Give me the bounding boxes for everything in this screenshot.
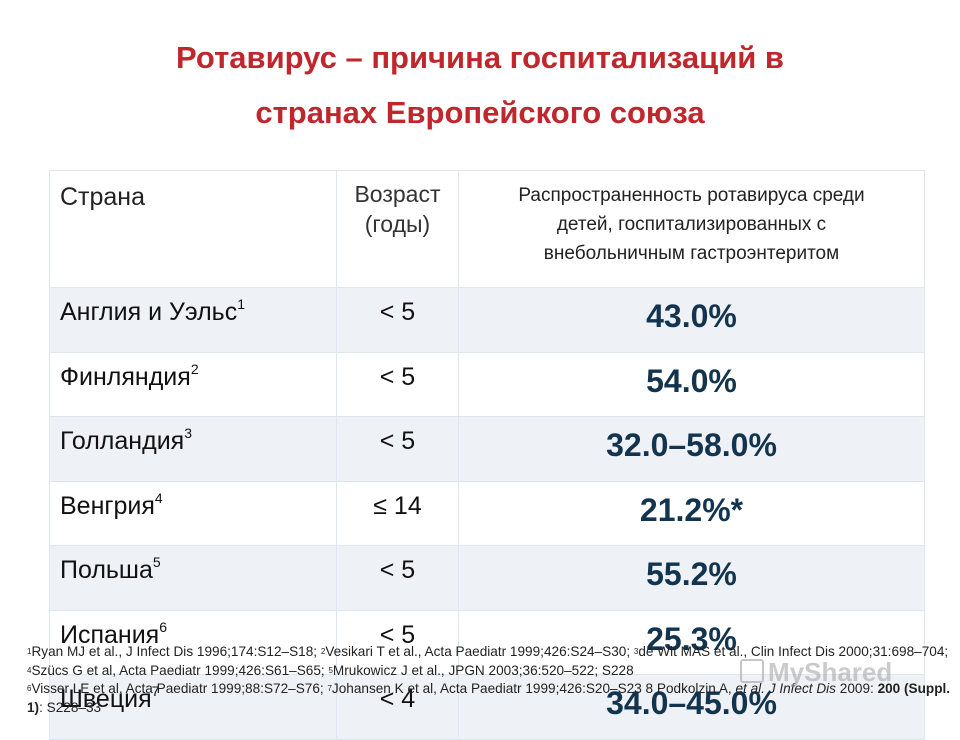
country-name: Испания (60, 620, 160, 649)
table-row: Венгрия4 ≤ 14 21.2%* (49, 480, 925, 546)
reference-8-volume: 200 (Suppl. 1) (27, 681, 951, 715)
header-age-line-1: Возраст (354, 181, 441, 207)
watermark-logo-icon (740, 659, 764, 683)
row-prevalence: 54.0% (458, 351, 925, 417)
reference-number: 6 (159, 618, 168, 635)
header-prevalence-line-2: детей, госпитализированных с (556, 214, 827, 235)
reference-6: Visser LE et al, Acta Paediatr 1999;88:S… (31, 681, 328, 696)
ref-number: 7 (327, 684, 332, 693)
title-line-2: странах Европейского союза (255, 95, 705, 130)
row-prevalence: 55.2% (458, 545, 925, 611)
header-prevalence-line-1: Распространенность ротавируса среди (518, 185, 865, 206)
reference-number: 2 (190, 360, 199, 377)
reference-number: 4 (154, 489, 163, 506)
ref-number: 6 (27, 684, 32, 693)
reference-4: Szücs G et al, Acta Paediatr 1999;426:S6… (31, 662, 329, 678)
reference-2: Vesikari T et al., Acta Paediatr 1999;42… (325, 644, 634, 659)
row-country: Финляндия2 (49, 351, 337, 417)
row-country: Польша5 (49, 545, 337, 611)
ref-number: 4 (27, 665, 32, 675)
reference-number: 3 (184, 425, 192, 441)
country-name: Голландия (60, 427, 185, 455)
reference-number: 5 (152, 554, 161, 570)
reference-8-etal: et al. (735, 681, 765, 696)
row-country: Венгрия4 (49, 480, 337, 546)
ref-number: 5 (328, 665, 333, 675)
country-name: Англия и Уэльс (60, 298, 238, 326)
reference-1: Ryan MJ et al., J Infect Dis 1996;174:S1… (31, 644, 321, 659)
row-prevalence: 21.2%* (458, 480, 925, 546)
ref-number: 3 (633, 647, 639, 656)
header-country-label: Страна (60, 183, 146, 211)
row-prevalence: 25.3% (458, 609, 925, 675)
row-country: Англия и Уэльс1 (49, 287, 337, 353)
row-country: Испания6 (49, 609, 337, 675)
ref-number: 2 (320, 647, 326, 656)
header-country: Страна (49, 170, 337, 288)
table-row: Финляндия2 < 5 54.0% (49, 351, 925, 417)
country-name: Венгрия (60, 491, 155, 520)
country-name: Швеция (60, 685, 152, 713)
reference-8-pages: : S228–33 (39, 699, 102, 715)
watermark-text: MyShared (768, 657, 893, 687)
header-age: Возраст (годы) (336, 170, 459, 288)
row-age: < 5 (336, 609, 459, 675)
table-row: Англия и Уэльс1 < 5 43.0% (49, 287, 925, 353)
table-row: Польша5 < 5 55.2% (49, 545, 925, 611)
reference-number: 7 (151, 683, 160, 699)
reference-3: de Wit MAS et al., Clin Infect Dis 2000;… (638, 644, 949, 659)
header-prevalence-line-3: внебольничным гастроэнтеритом (543, 243, 840, 264)
references: 1Ryan MJ et al., J Infect Dis 1996;174:S… (27, 643, 952, 717)
reference-8-journal: J Infect Dis (764, 681, 836, 696)
header-age-line-2: (годы) (364, 211, 431, 237)
country-name: Финляндия (60, 362, 191, 391)
row-age: < 5 (336, 545, 459, 611)
row-age: ≤ 14 (336, 480, 459, 546)
row-country: Голландия3 (49, 416, 337, 482)
row-age: < 5 (336, 287, 459, 353)
row-age: < 5 (336, 351, 459, 417)
table-row: Испания6 < 5 25.3% (49, 609, 925, 675)
table-header-row: Страна Возраст (годы) Распространенность… (49, 170, 925, 288)
reference-7: Johansen K et al, Acta Paediatr 1999;426… (331, 681, 736, 696)
watermark: MyShared (740, 657, 892, 688)
reference-5: Mrukowicz J et al., JPGN 2003;36:520–522… (332, 662, 634, 678)
reference-8-year: 2009: (835, 681, 878, 696)
header-prevalence: Распространенность ротавируса среди дете… (458, 170, 925, 288)
row-prevalence: 43.0% (458, 287, 925, 353)
reference-number: 1 (237, 296, 245, 312)
table-row: Голландия3 < 5 32.0–58.0% (49, 416, 925, 482)
row-age: < 5 (336, 416, 459, 482)
row-prevalence: 32.0–58.0% (458, 416, 925, 482)
ref-number: 1 (27, 647, 32, 656)
title-line-1: Ротавирус – причина госпитализаций в (176, 40, 784, 75)
country-name: Польша (60, 556, 153, 584)
slide-title: Ротавирус – причина госпитализаций в стр… (0, 30, 960, 140)
